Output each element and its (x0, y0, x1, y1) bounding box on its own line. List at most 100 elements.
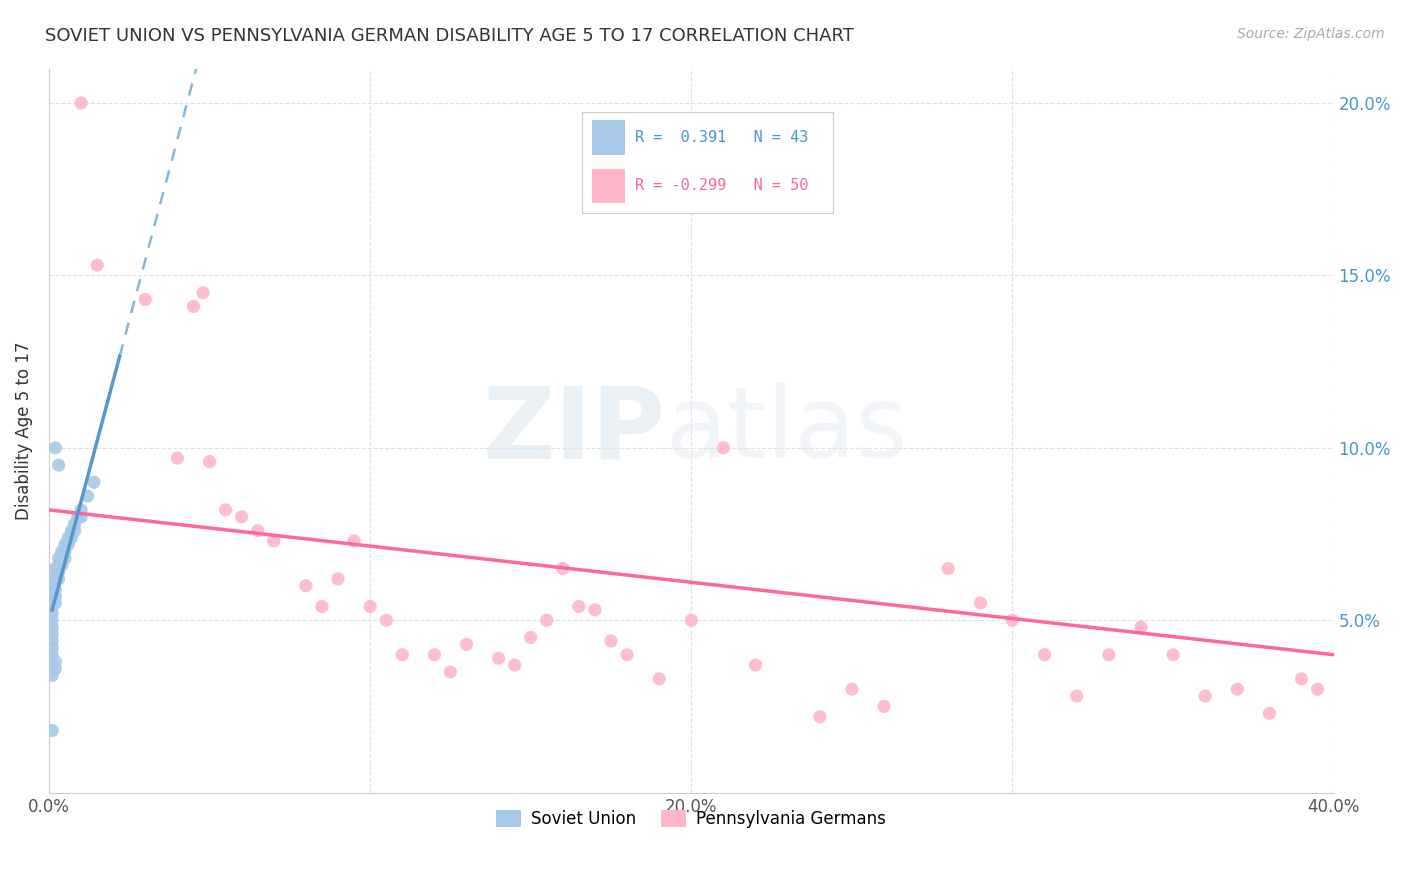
Text: atlas: atlas (665, 382, 907, 479)
Point (41, 668, 63, 682)
Point (583, 603, 606, 617)
Text: SOVIET UNION VS PENNSYLVANIA GERMAN DISABILITY AGE 5 TO 17 CORRELATION CHART: SOVIET UNION VS PENNSYLVANIA GERMAN DISA… (45, 27, 853, 45)
Point (456, 637, 478, 651)
Point (44, 596, 66, 610)
Point (41, 723, 63, 738)
Point (1258, 706, 1281, 721)
Point (44, 655, 66, 669)
Point (44, 575, 66, 590)
Point (231, 509, 253, 524)
Point (44, 561, 66, 575)
Point (41, 592, 63, 607)
Point (41, 599, 63, 614)
Point (60, 524, 83, 538)
Point (808, 710, 831, 724)
Point (311, 599, 333, 614)
Point (41, 648, 63, 662)
Point (58, 531, 80, 545)
Point (44, 589, 66, 603)
Point (359, 599, 381, 614)
Point (41, 640, 63, 655)
Point (48, 551, 70, 566)
Point (183, 300, 205, 314)
Point (969, 596, 991, 610)
Point (1066, 689, 1088, 703)
Point (551, 561, 574, 575)
Legend: Soviet Union, Pennsylvania Germans: Soviet Union, Pennsylvania Germans (489, 804, 893, 835)
Point (488, 651, 510, 665)
Point (841, 682, 863, 697)
Point (66, 509, 89, 524)
Point (600, 634, 623, 648)
Point (536, 613, 558, 627)
Point (53, 544, 76, 558)
Point (1226, 682, 1249, 697)
Point (70, 503, 93, 517)
Point (648, 672, 671, 686)
Point (51, 551, 73, 566)
Point (63, 524, 86, 538)
Point (503, 658, 526, 673)
Point (873, 699, 896, 714)
Point (246, 524, 269, 538)
Point (70, 95, 93, 110)
Point (70, 509, 93, 524)
Point (326, 572, 349, 586)
Point (41, 585, 63, 599)
Point (44, 441, 66, 455)
Point (439, 665, 461, 679)
Point (744, 658, 766, 673)
Point (681, 613, 703, 627)
Point (134, 293, 156, 307)
Point (1161, 648, 1184, 662)
Point (1098, 648, 1121, 662)
Point (568, 599, 591, 614)
Point (48, 572, 70, 586)
Point (375, 613, 398, 627)
Point (76, 489, 98, 503)
Point (86, 258, 108, 272)
Point (58, 537, 80, 551)
Point (44, 568, 66, 582)
Point (1306, 682, 1329, 697)
Point (41, 627, 63, 641)
Point (1129, 620, 1152, 634)
Point (51, 544, 73, 558)
Point (51, 558, 73, 572)
Point (713, 441, 735, 455)
Point (263, 533, 285, 548)
Point (616, 648, 638, 662)
Point (198, 455, 221, 469)
Point (423, 648, 446, 662)
Point (1194, 689, 1216, 703)
Point (191, 285, 214, 300)
Point (60, 531, 83, 545)
Y-axis label: Disability Age 5 to 17: Disability Age 5 to 17 (15, 342, 32, 520)
Point (41, 634, 63, 648)
Point (53, 537, 76, 551)
Point (63, 516, 86, 531)
Point (519, 631, 541, 645)
Point (48, 558, 70, 572)
Point (44, 582, 66, 597)
Text: ZIP: ZIP (482, 382, 665, 479)
Point (48, 565, 70, 579)
Point (41, 620, 63, 634)
Point (41, 613, 63, 627)
Point (53, 551, 76, 566)
Point (48, 458, 70, 472)
Point (166, 451, 188, 466)
Point (1001, 613, 1024, 627)
Point (41, 579, 63, 593)
Point (343, 533, 366, 548)
Point (214, 503, 236, 517)
Point (44, 661, 66, 675)
Point (936, 561, 959, 575)
Point (1291, 672, 1313, 686)
Point (391, 648, 413, 662)
Text: Source: ZipAtlas.com: Source: ZipAtlas.com (1237, 27, 1385, 41)
Point (295, 579, 318, 593)
Point (1033, 648, 1056, 662)
Point (41, 607, 63, 621)
Point (83, 475, 105, 490)
